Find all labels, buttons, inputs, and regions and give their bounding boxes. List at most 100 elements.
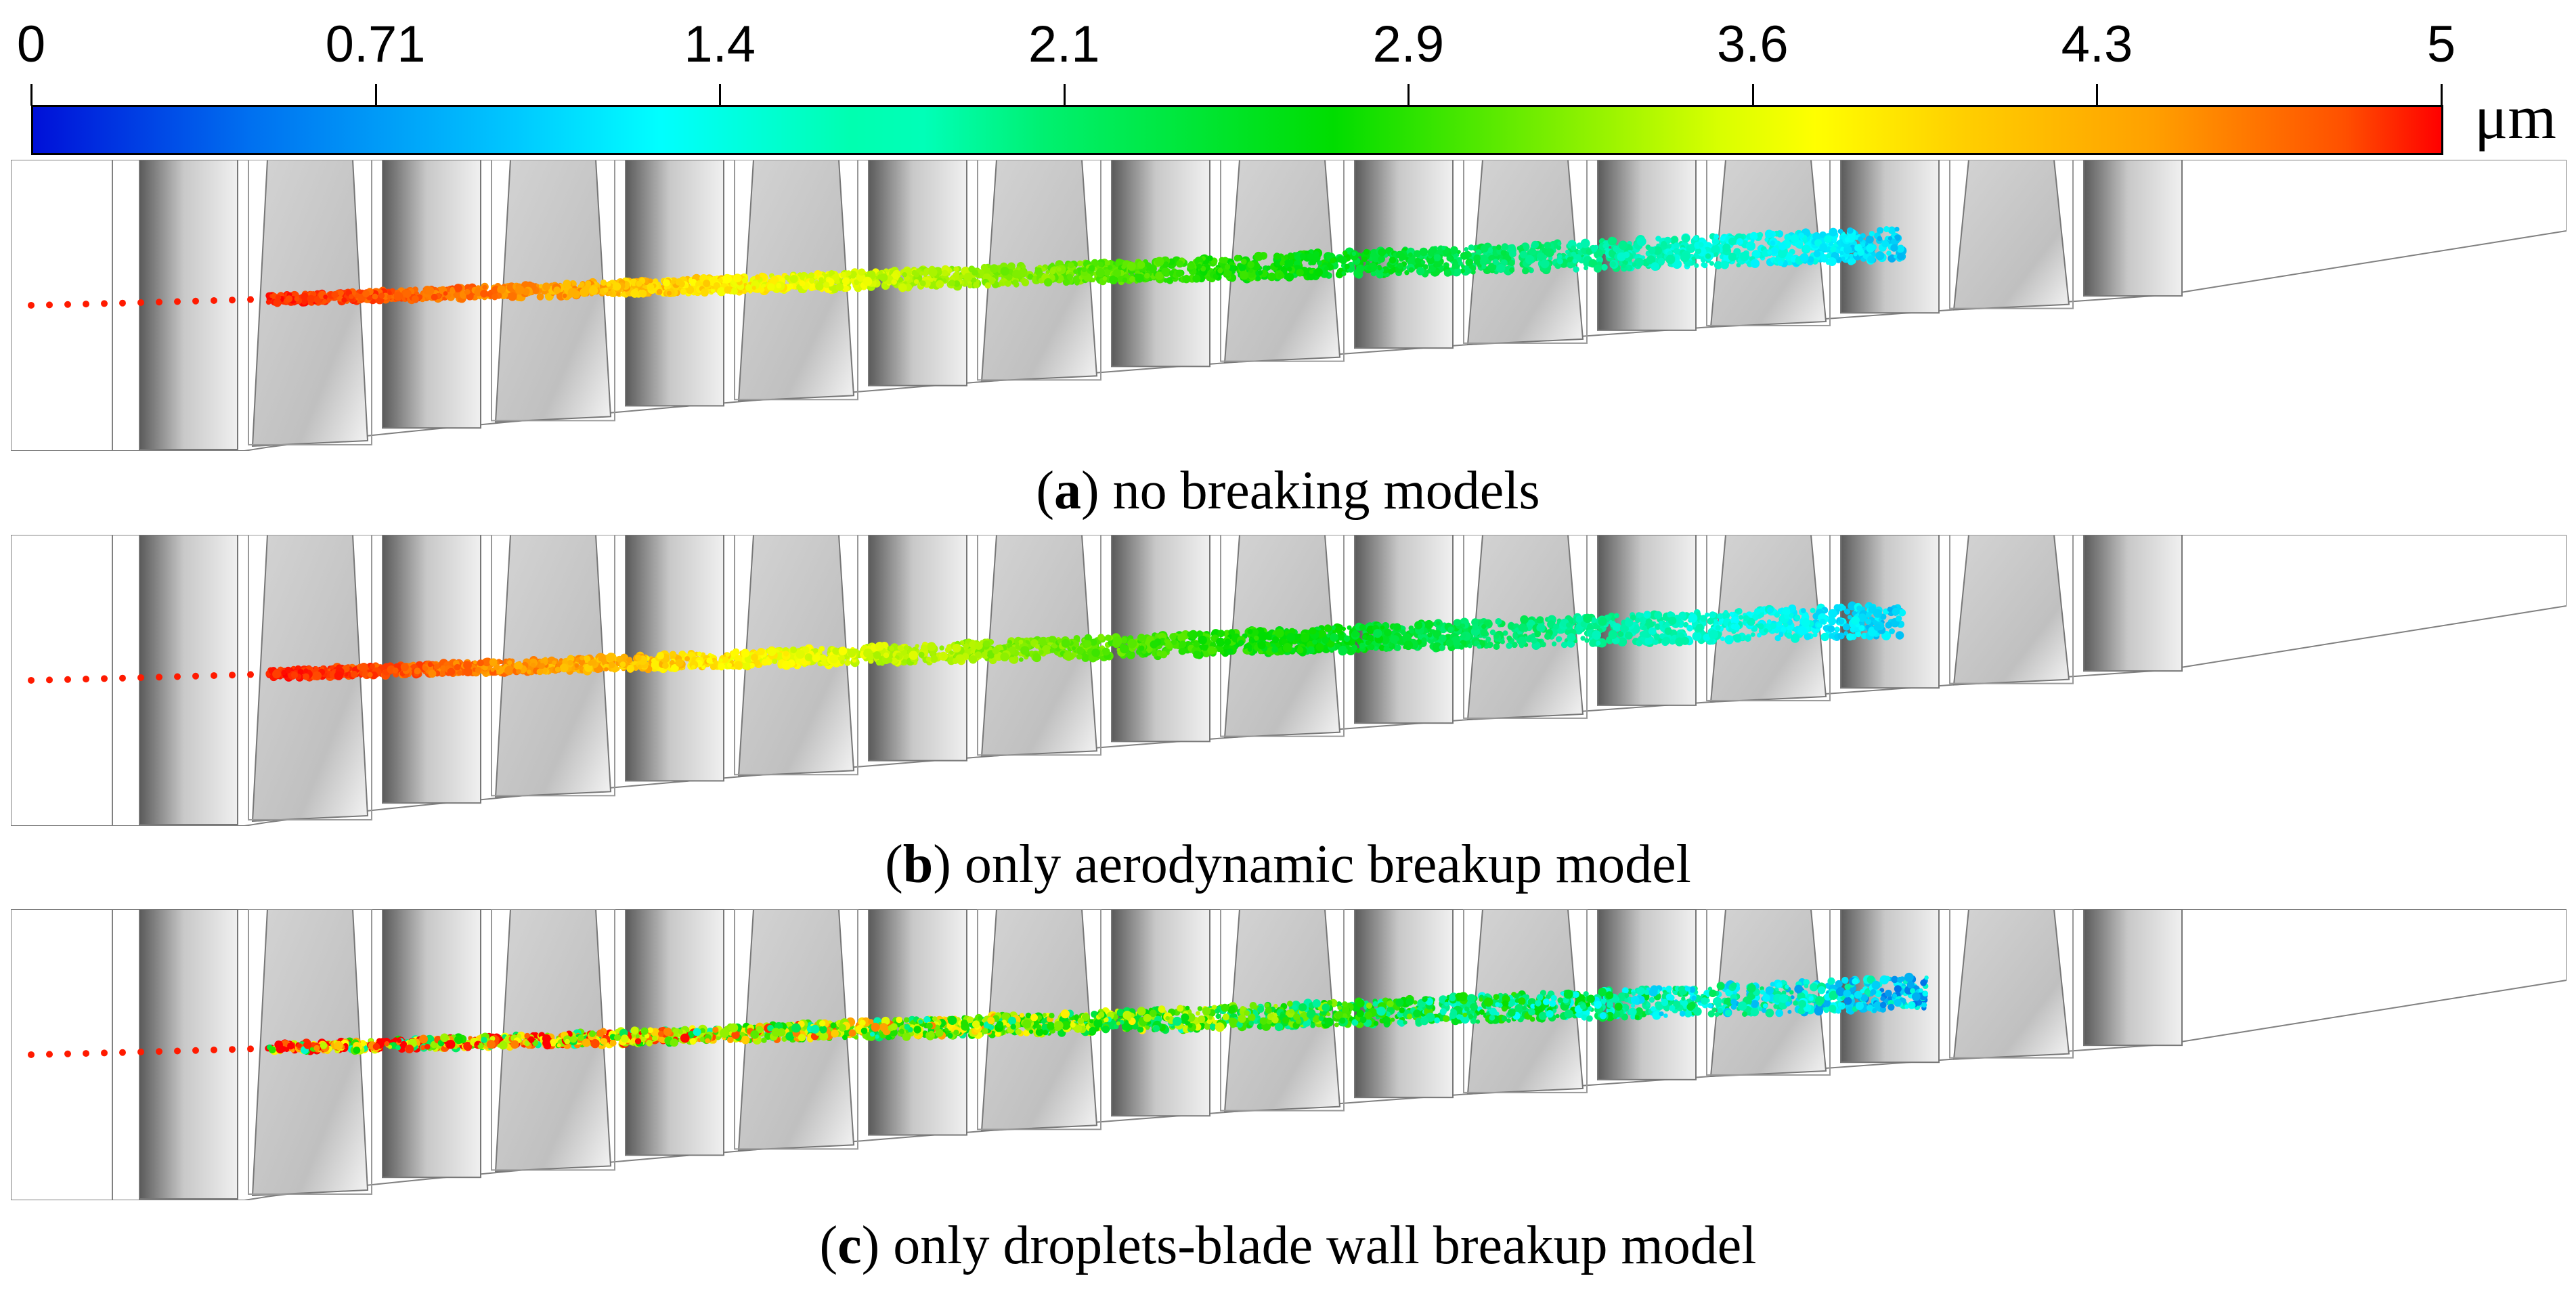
droplet	[1238, 640, 1244, 646]
droplet	[789, 275, 798, 283]
droplet	[1176, 260, 1184, 268]
droplet	[1764, 628, 1768, 633]
droplet	[294, 296, 300, 302]
droplet	[1102, 276, 1108, 281]
droplet	[1496, 244, 1502, 250]
droplet	[1127, 651, 1135, 659]
droplet	[1341, 271, 1346, 276]
droplet	[387, 290, 392, 295]
droplet	[1551, 641, 1557, 646]
droplet	[1426, 269, 1432, 274]
droplet	[1351, 644, 1358, 651]
droplet	[454, 284, 462, 292]
droplet	[889, 646, 894, 652]
droplet	[1828, 609, 1837, 619]
droplet	[1313, 250, 1320, 258]
droplet	[1661, 240, 1667, 247]
droplet	[362, 290, 370, 298]
droplet	[1750, 259, 1760, 268]
droplet	[1267, 272, 1276, 282]
droplet	[1450, 246, 1458, 255]
droplet	[701, 665, 706, 670]
droplet	[1084, 640, 1092, 648]
droplet	[1135, 273, 1144, 283]
droplet	[760, 287, 765, 292]
droplet	[1703, 634, 1711, 642]
droplet	[1108, 265, 1113, 270]
droplet	[1691, 256, 1696, 261]
droplet	[1072, 646, 1076, 651]
droplet	[1669, 639, 1676, 645]
droplet	[1073, 635, 1080, 642]
droplet	[1794, 614, 1801, 621]
droplet	[1789, 613, 1794, 618]
droplet	[1757, 632, 1762, 638]
droplet	[553, 286, 561, 294]
droplet	[1567, 252, 1573, 257]
droplet	[1526, 636, 1532, 642]
droplet	[1847, 258, 1855, 265]
droplet	[1887, 226, 1896, 234]
droplet	[1273, 253, 1281, 260]
droplet	[1474, 259, 1480, 265]
droplet	[1835, 626, 1839, 631]
droplet	[1258, 631, 1268, 641]
droplet	[1355, 264, 1365, 273]
droplet	[984, 282, 991, 289]
droplet	[1625, 264, 1633, 271]
droplet	[621, 292, 626, 297]
droplet	[1500, 639, 1505, 644]
droplet	[1443, 269, 1451, 277]
droplet	[1692, 632, 1702, 641]
droplet	[1584, 265, 1589, 271]
droplet	[749, 662, 755, 669]
droplet	[412, 295, 419, 303]
droplet	[612, 282, 621, 291]
droplet	[716, 287, 726, 297]
droplet	[1695, 248, 1701, 255]
droplet	[1693, 235, 1699, 241]
droplet	[1160, 651, 1168, 659]
droplet	[913, 279, 919, 284]
droplet	[450, 286, 455, 292]
droplet	[1785, 632, 1793, 639]
droplet	[1536, 616, 1544, 623]
droplet	[1000, 267, 1009, 276]
droplet	[1383, 645, 1390, 652]
droplet	[1382, 266, 1389, 274]
droplet	[567, 288, 577, 297]
droplet	[1865, 624, 1870, 630]
droplet	[64, 676, 71, 683]
droplet	[1433, 642, 1442, 652]
droplet	[1701, 262, 1706, 267]
droplet	[536, 293, 544, 301]
droplet	[1705, 253, 1711, 259]
droplet	[1436, 621, 1441, 626]
droplet	[1419, 247, 1428, 257]
droplet	[972, 269, 979, 276]
droplet	[875, 659, 882, 666]
droplet	[1378, 255, 1385, 263]
droplet	[1155, 271, 1164, 280]
droplet	[1266, 265, 1271, 271]
droplet	[959, 640, 965, 646]
stator-passage-outline	[1949, 160, 2074, 309]
droplet	[480, 290, 488, 298]
droplet	[1855, 631, 1862, 638]
droplet	[1586, 248, 1593, 255]
droplet	[1309, 627, 1317, 635]
droplet	[337, 290, 344, 297]
droplet	[1841, 605, 1846, 611]
droplet	[1681, 234, 1690, 243]
droplet	[818, 646, 825, 652]
droplet	[101, 675, 108, 682]
colorbar-tick-label: 5	[2426, 16, 2456, 73]
droplet	[1500, 250, 1507, 256]
droplet	[1824, 235, 1832, 243]
droplet	[1486, 641, 1493, 649]
droplet	[616, 292, 621, 297]
droplet	[1351, 630, 1359, 638]
droplet	[603, 287, 609, 293]
droplet	[1778, 249, 1787, 259]
droplet	[1072, 275, 1081, 284]
